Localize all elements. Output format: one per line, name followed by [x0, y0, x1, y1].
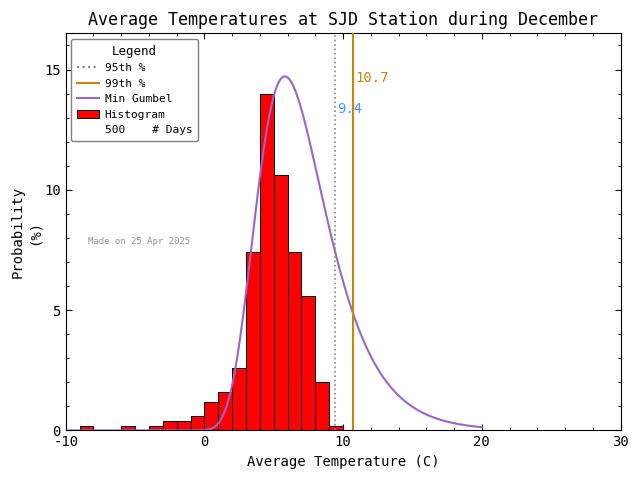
Min Gumbel	[214, 421, 221, 427]
Bar	[163, 421, 177, 431]
Bar	[329, 426, 343, 431]
Bar	[121, 426, 135, 431]
Bar	[218, 392, 232, 431]
Min Gumbel	[339, 279, 347, 285]
Bar	[246, 252, 260, 431]
99th %	[349, 428, 356, 433]
Min Gumbel	[34, 428, 42, 433]
95th %	[331, 404, 339, 409]
Min Gumbel	[478, 424, 486, 430]
Bar	[177, 421, 191, 431]
Min Gumbel	[388, 386, 396, 392]
Min Gumbel	[281, 73, 289, 79]
Bar	[232, 368, 246, 431]
Min Gumbel	[230, 376, 237, 382]
Min Gumbel	[381, 376, 388, 382]
Min Gumbel	[79, 428, 87, 433]
Legend: 95th %, 99th %, Min Gumbel, Histogram, 500    # Days: 95th %, 99th %, Min Gumbel, Histogram, 5…	[71, 39, 198, 141]
Bar	[260, 94, 274, 431]
Text: Made on 25 Apr 2025: Made on 25 Apr 2025	[88, 237, 190, 246]
Bar	[191, 416, 204, 431]
Text: 9.4: 9.4	[337, 102, 363, 116]
X-axis label: Average Temperature (C): Average Temperature (C)	[247, 455, 440, 469]
Bar	[274, 175, 287, 431]
Bar	[79, 426, 93, 431]
Bar	[149, 426, 163, 431]
Bar	[316, 383, 329, 431]
Y-axis label: Probability
(%): Probability (%)	[11, 186, 42, 278]
99th %	[349, 404, 356, 409]
Bar	[301, 296, 316, 431]
Title: Average Temperatures at SJD Station during December: Average Temperatures at SJD Station duri…	[88, 11, 598, 29]
Bar	[204, 402, 218, 431]
Line: Min Gumbel: Min Gumbel	[38, 76, 482, 431]
Bar	[287, 252, 301, 431]
95th %	[331, 428, 339, 433]
Text: 10.7: 10.7	[356, 71, 389, 84]
